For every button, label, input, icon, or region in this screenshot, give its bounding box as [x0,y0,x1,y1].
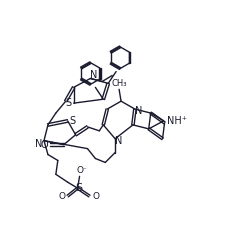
Text: S: S [65,98,72,108]
Text: N: N [115,136,122,146]
Text: ⁻: ⁻ [82,167,86,173]
Text: N: N [89,69,97,79]
Text: S: S [75,183,82,193]
Text: N: N [35,139,43,149]
Text: N: N [135,106,142,116]
Text: O: O [40,140,48,150]
Text: S: S [69,116,75,126]
Text: O: O [76,166,83,175]
Text: O: O [92,192,100,201]
Text: NH⁺: NH⁺ [167,116,187,126]
Text: CH₃: CH₃ [111,79,126,88]
Text: O: O [58,192,65,201]
